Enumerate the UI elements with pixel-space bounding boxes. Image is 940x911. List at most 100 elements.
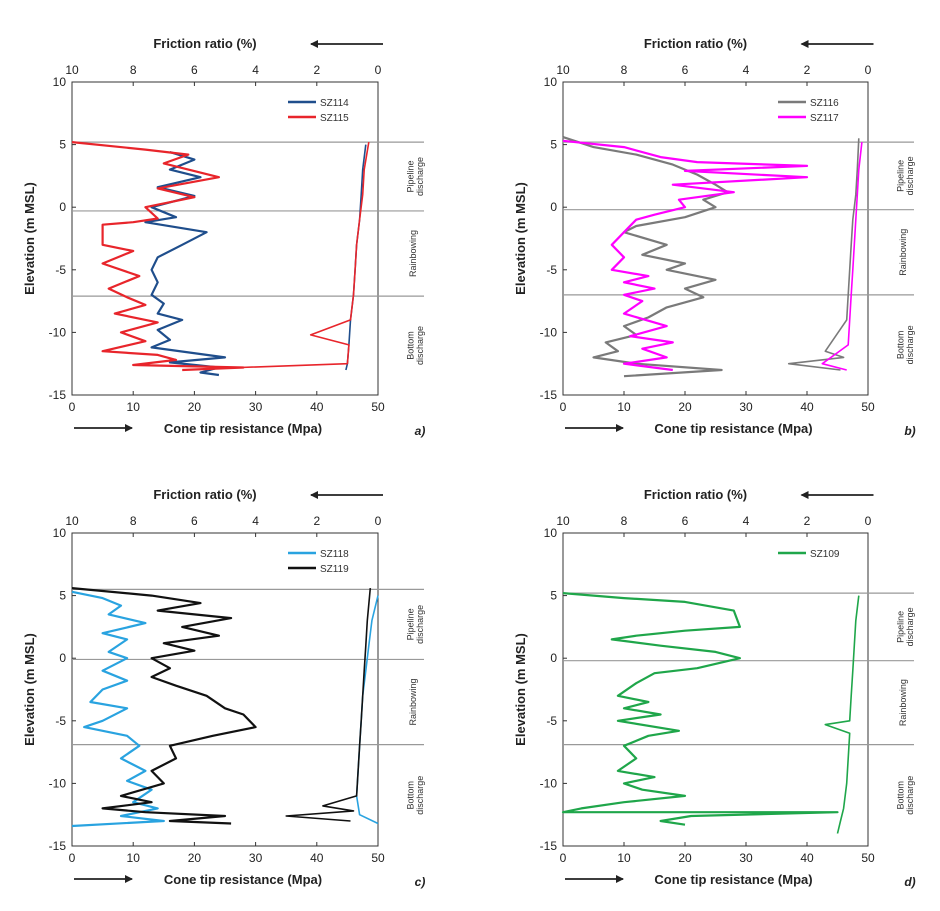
series-line-rf-SZ119 bbox=[285, 588, 372, 822]
panel-letter: b) bbox=[904, 424, 915, 438]
y-tick-label: 0 bbox=[59, 200, 66, 214]
panel-1: Pipelinedischarge Rainbowing Bottomdischar… bbox=[22, 36, 425, 438]
panel-letter: a) bbox=[415, 424, 426, 438]
x-tick-label-top: 6 bbox=[682, 514, 689, 528]
x-tick-label-bottom: 30 bbox=[739, 400, 753, 414]
zone-label: Rainbowing bbox=[408, 679, 418, 726]
y-axis-label: Elevation (m MSL) bbox=[513, 182, 528, 295]
x-tick-label-bottom: 0 bbox=[560, 400, 567, 414]
y-axis-label: Elevation (m MSL) bbox=[513, 633, 528, 746]
plot-frame bbox=[71, 81, 379, 396]
x-tick-label-bottom: 40 bbox=[310, 400, 324, 414]
x-tick-label-bottom: 30 bbox=[249, 851, 263, 865]
top-axis-label: Friction ratio (%) bbox=[153, 487, 256, 502]
x-tick-label-bottom: 30 bbox=[249, 400, 263, 414]
x-tick-label-bottom: 10 bbox=[127, 400, 141, 414]
y-tick-label: -15 bbox=[540, 388, 558, 402]
x-tick-label-top: 0 bbox=[865, 63, 872, 77]
panel-letter: c) bbox=[415, 875, 426, 889]
x-tick-label-top: 10 bbox=[556, 514, 570, 528]
panel-letter: d) bbox=[904, 875, 915, 889]
x-tick-label-top: 8 bbox=[621, 514, 628, 528]
x-tick-label-top: 4 bbox=[743, 514, 750, 528]
x-tick-label-bottom: 50 bbox=[861, 851, 875, 865]
x-tick-label-top: 2 bbox=[313, 514, 320, 528]
x-tick-label-bottom: 30 bbox=[739, 851, 753, 865]
legend-entry: SZ119 bbox=[320, 564, 349, 575]
legend-entry: SZ115 bbox=[320, 113, 349, 124]
legend-entry: SZ117 bbox=[810, 113, 839, 124]
x-tick-label-top: 10 bbox=[65, 514, 79, 528]
y-tick-label: -10 bbox=[49, 325, 67, 339]
x-tick-label-top: 6 bbox=[682, 63, 689, 77]
x-tick-label-bottom: 0 bbox=[69, 851, 76, 865]
x-tick-label-top: 0 bbox=[375, 514, 382, 528]
series-line-rf-SZ116 bbox=[787, 138, 860, 371]
zone-label: Bottomdischarge bbox=[895, 325, 915, 364]
x-tick-label-bottom: 0 bbox=[69, 400, 76, 414]
x-tick-label-bottom: 10 bbox=[617, 400, 631, 414]
zone-label: Pipelinedischarge bbox=[405, 157, 425, 196]
x-tick-label-top: 2 bbox=[804, 514, 811, 528]
legend-entry: SZ116 bbox=[810, 98, 839, 109]
series-line-qc-SZ119 bbox=[71, 587, 257, 825]
x-tick-label-bottom: 10 bbox=[617, 851, 631, 865]
y-tick-label: 10 bbox=[544, 526, 558, 540]
x-tick-label-bottom: 40 bbox=[310, 851, 324, 865]
x-tick-label-bottom: 20 bbox=[188, 851, 202, 865]
y-tick-label: -15 bbox=[540, 839, 558, 853]
series-line-qc-SZ109 bbox=[561, 592, 839, 826]
zone-label: Bottomdischarge bbox=[895, 776, 915, 815]
top-axis-label: Friction ratio (%) bbox=[644, 487, 747, 502]
y-tick-label: 0 bbox=[550, 200, 557, 214]
x-tick-label-bottom: 20 bbox=[188, 400, 202, 414]
y-tick-label: -10 bbox=[540, 325, 558, 339]
series-line-qc-SZ115 bbox=[71, 141, 245, 372]
y-tick-label: 10 bbox=[53, 526, 67, 540]
x-tick-label-top: 10 bbox=[65, 63, 79, 77]
x-tick-label-top: 8 bbox=[130, 514, 137, 528]
x-tick-label-bottom: 0 bbox=[560, 851, 567, 865]
series-line-qc-SZ118 bbox=[71, 590, 165, 828]
zone-label: Rainbowing bbox=[898, 679, 908, 726]
x-tick-label-top: 8 bbox=[130, 63, 137, 77]
x-tick-label-top: 4 bbox=[743, 63, 750, 77]
x-tick-label-bottom: 50 bbox=[371, 851, 385, 865]
x-tick-label-bottom: 40 bbox=[800, 851, 814, 865]
y-tick-label: -5 bbox=[546, 714, 557, 728]
x-tick-label-top: 4 bbox=[252, 514, 259, 528]
y-tick-label: -10 bbox=[540, 776, 558, 790]
y-tick-label: 10 bbox=[544, 75, 558, 89]
x-tick-label-top: 4 bbox=[252, 63, 259, 77]
x-tick-label-bottom: 20 bbox=[678, 400, 692, 414]
panel-3: Pipelinedischarge Rainbowing Bottomdischar… bbox=[22, 487, 425, 889]
zone-label: Pipelinedischarge bbox=[895, 156, 915, 195]
x-tick-label-top: 6 bbox=[191, 514, 198, 528]
legend-entry: SZ109 bbox=[810, 549, 840, 560]
series-line-rf-SZ115 bbox=[240, 141, 370, 369]
series-line-qc-SZ116 bbox=[562, 136, 729, 378]
y-tick-label: 10 bbox=[53, 75, 67, 89]
x-tick-label-bottom: 40 bbox=[800, 400, 814, 414]
y-tick-label: 0 bbox=[59, 651, 66, 665]
top-axis-label: Friction ratio (%) bbox=[153, 36, 256, 51]
zone-label: Pipelinedischarge bbox=[895, 607, 915, 646]
x-tick-label-top: 10 bbox=[556, 63, 570, 77]
x-tick-label-top: 6 bbox=[191, 63, 198, 77]
top-axis-label: Friction ratio (%) bbox=[644, 36, 747, 51]
panel-2: Pipelinedischarge Rainbowing Bottomdischar… bbox=[513, 36, 916, 438]
plot-frame bbox=[562, 81, 869, 396]
series-line-rf-SZ117 bbox=[821, 142, 863, 371]
y-tick-label: -10 bbox=[49, 776, 67, 790]
zone-label: Rainbowing bbox=[898, 229, 908, 276]
y-tick-label: -15 bbox=[49, 839, 67, 853]
x-tick-label-bottom: 20 bbox=[678, 851, 692, 865]
y-tick-label: -5 bbox=[55, 714, 66, 728]
y-axis-label: Elevation (m MSL) bbox=[22, 182, 37, 295]
series-line-rf-SZ109 bbox=[824, 595, 860, 834]
y-tick-label: 5 bbox=[59, 589, 66, 603]
bottom-axis-label: Cone tip resistance (Mpa) bbox=[164, 421, 322, 436]
x-tick-label-top: 0 bbox=[375, 63, 382, 77]
y-tick-label: 5 bbox=[550, 138, 557, 152]
